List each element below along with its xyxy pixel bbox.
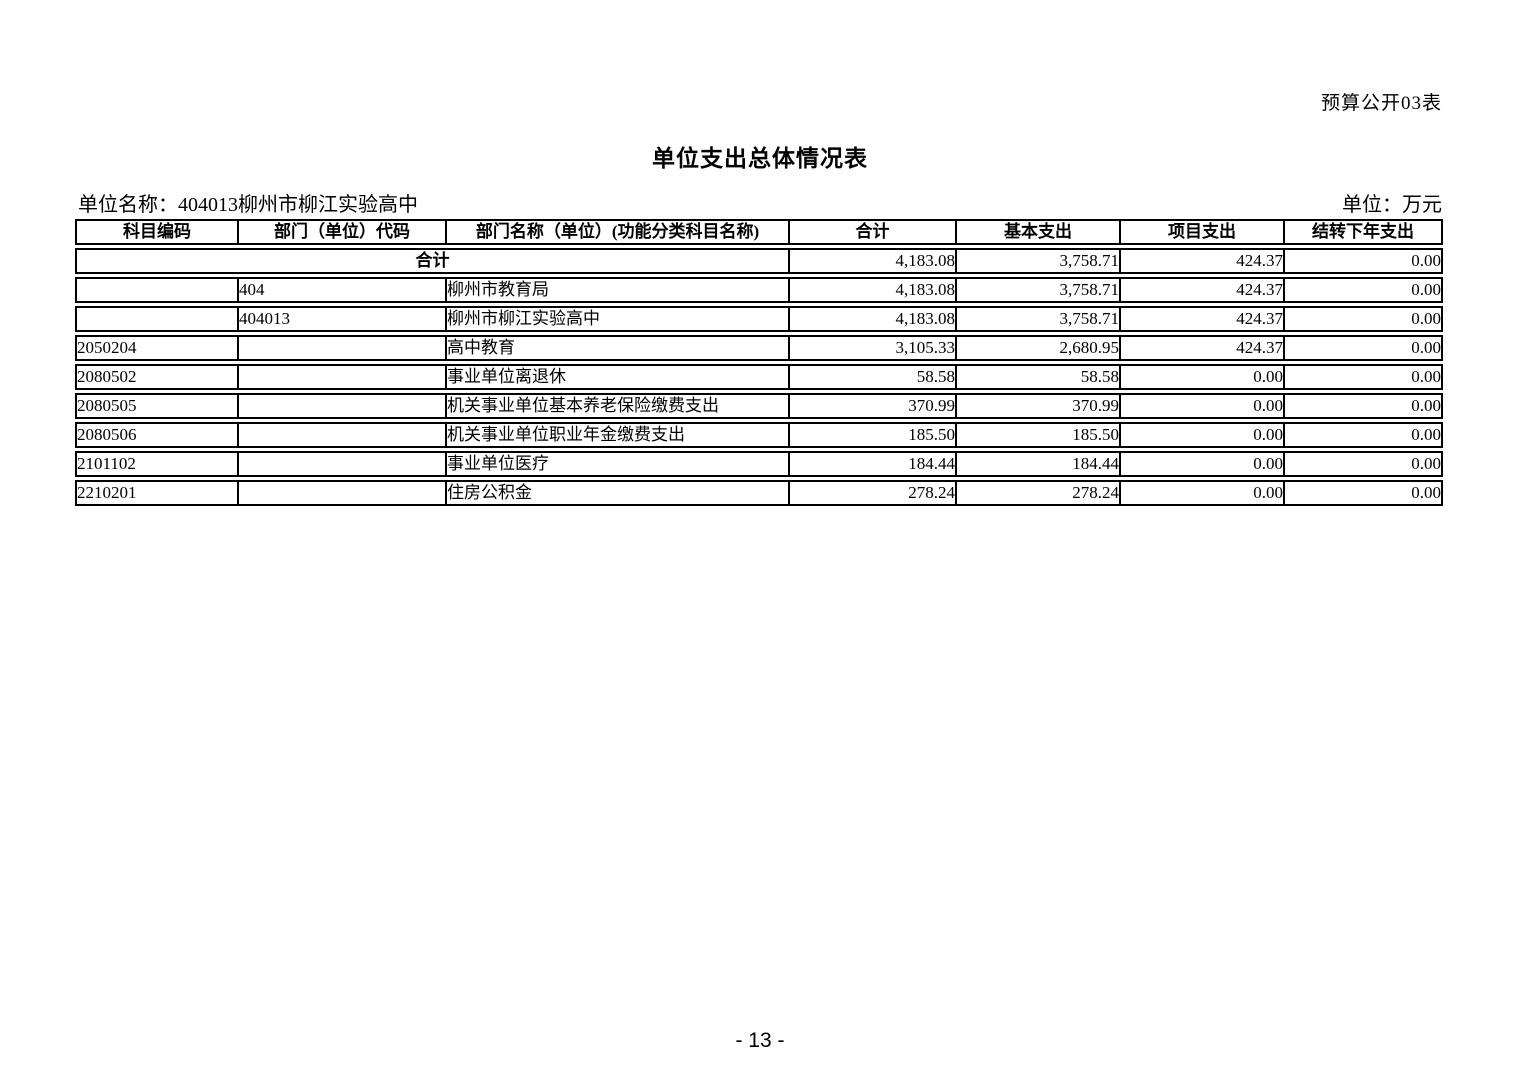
basic-cell: 3,758.71 [957, 306, 1121, 332]
dept-code-cell: 404 [239, 277, 447, 303]
carryover-cell: 0.00 [1285, 364, 1443, 390]
table-row: 2050204 高中教育 3,105.33 2,680.95 424.37 0.00 [75, 335, 1443, 361]
total-cell: 370.99 [790, 393, 957, 419]
carryover-cell: 0.00 [1285, 480, 1443, 506]
total-cell: 4,183.08 [790, 306, 957, 332]
dept-code-cell: 404013 [239, 306, 447, 332]
basic-cell: 185.50 [957, 422, 1121, 448]
dept-code-cell [239, 451, 447, 477]
basic-cell: 370.99 [957, 393, 1121, 419]
basic-cell: 278.24 [957, 480, 1121, 506]
header-dept-name: 部门名称（单位）(功能分类科目名称) [447, 219, 790, 245]
page-number: - 13 - [735, 1029, 785, 1052]
dept-name-cell: 柳州市教育局 [447, 277, 790, 303]
project-cell: 424.37 [1121, 277, 1285, 303]
expenditure-table: 科目编码 部门（单位）代码 部门名称（单位）(功能分类科目名称) 合计 基本支出… [75, 216, 1443, 509]
total-cell: 4,183.08 [790, 248, 957, 274]
dept-name-cell: 机关事业单位职业年金缴费支出 [447, 422, 790, 448]
table-row: 2080502 事业单位离退休 58.58 58.58 0.00 0.00 [75, 364, 1443, 390]
table-row: 2080505 机关事业单位基本养老保险缴费支出 370.99 370.99 0.00 0… [75, 393, 1443, 419]
total-row: 合计 4,183.08 3,758.71 424.37 0.00 [75, 248, 1443, 274]
header-row: 科目编码 部门（单位）代码 部门名称（单位）(功能分类科目名称) 合计 基本支出… [75, 219, 1443, 245]
dept-code-cell [239, 393, 447, 419]
subject-code-cell [75, 277, 239, 303]
form-number-label: 预算公开03表 [1320, 93, 1442, 114]
project-cell: 0.00 [1121, 480, 1285, 506]
total-cell: 184.44 [790, 451, 957, 477]
dept-code-cell [239, 364, 447, 390]
project-cell: 0.00 [1121, 422, 1285, 448]
carryover-cell: 0.00 [1285, 335, 1443, 361]
project-cell: 424.37 [1121, 335, 1285, 361]
carryover-cell: 0.00 [1285, 393, 1443, 419]
subject-code-cell: 2080505 [75, 393, 239, 419]
carryover-cell: 0.00 [1285, 451, 1443, 477]
unit-measure-label: 单位：万元 [1342, 194, 1442, 216]
dept-name-cell: 高中教育 [447, 335, 790, 361]
project-cell: 0.00 [1121, 393, 1285, 419]
project-cell: 0.00 [1121, 451, 1285, 477]
dept-name-cell: 事业单位医疗 [447, 451, 790, 477]
project-cell: 424.37 [1121, 306, 1285, 332]
total-cell: 4,183.08 [790, 277, 957, 303]
carryover-cell: 0.00 [1285, 277, 1443, 303]
dept-name-cell: 事业单位离退休 [447, 364, 790, 390]
header-total: 合计 [790, 219, 957, 245]
header-carryover: 结转下年支出 [1285, 219, 1443, 245]
table-row: 404013 柳州市柳江实验高中 4,183.08 3,758.71 424.37 0.0… [75, 306, 1443, 332]
table-body: 合计 4,183.08 3,758.71 424.37 0.00 404 柳州市教… [75, 248, 1443, 506]
header-project: 项目支出 [1121, 219, 1285, 245]
project-cell: 424.37 [1121, 248, 1285, 274]
basic-cell: 58.58 [957, 364, 1121, 390]
basic-cell: 3,758.71 [957, 277, 1121, 303]
dept-name-cell: 机关事业单位基本养老保险缴费支出 [447, 393, 790, 419]
subject-code-cell: 2101102 [75, 451, 239, 477]
subject-code-cell: 2210201 [75, 480, 239, 506]
table-row: 2080506 机关事业单位职业年金缴费支出 185.50 185.50 0.00 0.0… [75, 422, 1443, 448]
carryover-cell: 0.00 [1285, 248, 1443, 274]
table-row: 2101102 事业单位医疗 184.44 184.44 0.00 0.00 [75, 451, 1443, 477]
subject-code-cell: 2050204 [75, 335, 239, 361]
total-cell: 58.58 [790, 364, 957, 390]
total-cell: 185.50 [790, 422, 957, 448]
dept-code-cell [239, 422, 447, 448]
subject-code-cell [75, 306, 239, 332]
meta-line: 单位名称：404013柳州市柳江实验高中 单位：万元 [78, 188, 1442, 217]
dept-name-cell: 柳州市柳江实验高中 [447, 306, 790, 332]
table-row: 2210201 住房公积金 278.24 278.24 0.00 0.00 [75, 480, 1443, 506]
total-cell: 3,105.33 [790, 335, 957, 361]
table-row: 404 柳州市教育局 4,183.08 3,758.71 424.37 0.00 [75, 277, 1443, 303]
page-title: 单位支出总体情况表 [652, 146, 868, 171]
carryover-cell: 0.00 [1285, 422, 1443, 448]
basic-cell: 184.44 [957, 451, 1121, 477]
total-row-label: 合计 [75, 248, 790, 274]
dept-name-cell: 住房公积金 [447, 480, 790, 506]
project-cell: 0.00 [1121, 364, 1285, 390]
basic-cell: 2,680.95 [957, 335, 1121, 361]
basic-cell: 3,758.71 [957, 248, 1121, 274]
subject-code-cell: 2080502 [75, 364, 239, 390]
total-cell: 278.24 [790, 480, 957, 506]
carryover-cell: 0.00 [1285, 306, 1443, 332]
unit-name-label: 单位名称：404013柳州市柳江实验高中 [78, 194, 418, 216]
dept-code-cell [239, 480, 447, 506]
header-dept-code: 部门（单位）代码 [239, 219, 447, 245]
dept-code-cell [239, 335, 447, 361]
header-basic: 基本支出 [957, 219, 1121, 245]
subject-code-cell: 2080506 [75, 422, 239, 448]
header-subject-code: 科目编码 [75, 219, 239, 245]
